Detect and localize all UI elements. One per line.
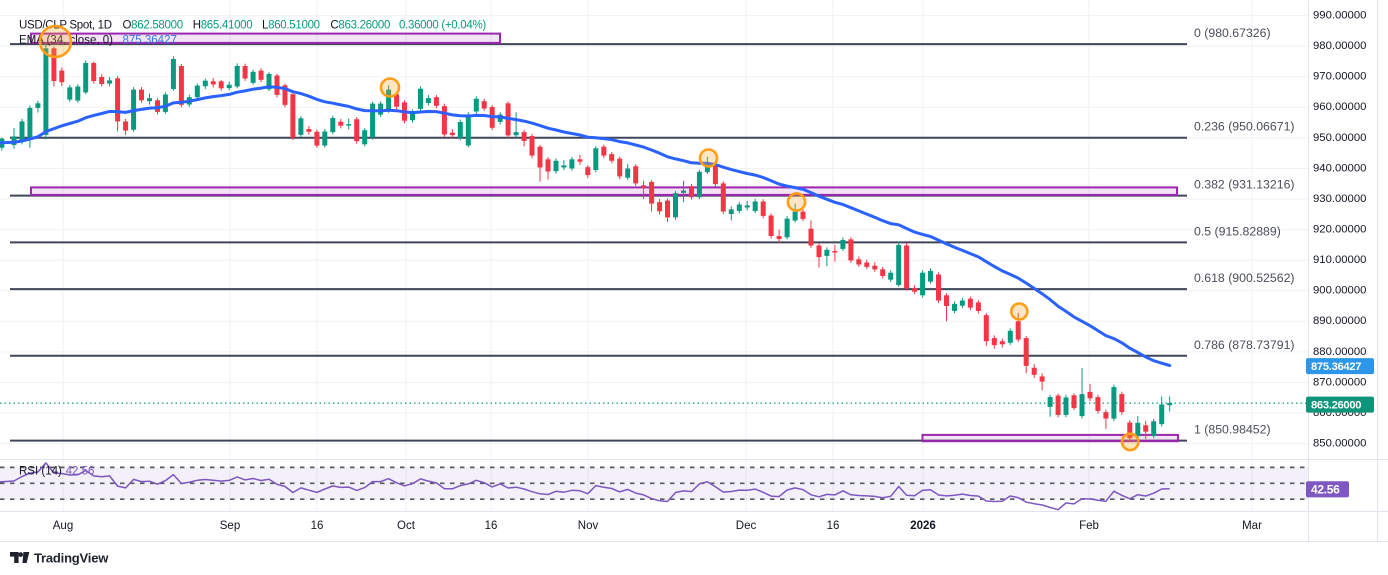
svg-text:Oct: Oct — [397, 520, 416, 532]
svg-text:16: 16 — [827, 520, 840, 532]
svg-text:850.00000: 850.00000 — [1313, 438, 1366, 450]
svg-text:TradingView: TradingView — [34, 551, 109, 566]
svg-text:RSI (14)42.56: RSI (14) 42.56 — [19, 465, 94, 477]
svg-text:0.382 (931.13216): 0.382 (931.13216) — [1194, 178, 1295, 192]
svg-text:930.00000: 930.00000 — [1313, 193, 1366, 205]
svg-text:920.00000: 920.00000 — [1313, 224, 1366, 236]
svg-text:EMA (34, close, 0)875.36427: EMA (34, close, 0) 875.36427 — [19, 35, 177, 47]
svg-text:0.786 (878.73791): 0.786 (878.73791) — [1194, 338, 1295, 352]
svg-text:990.00000: 990.00000 — [1313, 10, 1366, 22]
svg-text:1 (850.98452): 1 (850.98452) — [1194, 423, 1271, 437]
svg-text:910.00000: 910.00000 — [1313, 254, 1366, 266]
svg-text:Feb: Feb — [1079, 520, 1099, 532]
svg-text:42.56: 42.56 — [1311, 482, 1340, 496]
svg-text:950.00000: 950.00000 — [1313, 132, 1366, 144]
svg-text:Dec: Dec — [736, 520, 757, 532]
svg-text:875.36427: 875.36427 — [1311, 361, 1361, 373]
svg-text:870.00000: 870.00000 — [1313, 376, 1366, 388]
svg-text:Aug: Aug — [53, 520, 73, 532]
svg-text:900.00000: 900.00000 — [1313, 285, 1366, 297]
svg-text:970.00000: 970.00000 — [1313, 71, 1366, 83]
svg-text:0.5 (915.82889): 0.5 (915.82889) — [1194, 224, 1281, 238]
svg-text:16: 16 — [485, 520, 498, 532]
svg-text:16: 16 — [311, 520, 324, 532]
svg-text:863.26000: 863.26000 — [1311, 400, 1361, 412]
svg-text:980.00000: 980.00000 — [1313, 40, 1366, 52]
svg-text:Nov: Nov — [578, 520, 599, 532]
svg-text:Sep: Sep — [220, 520, 240, 532]
svg-text:0.236 (950.06671): 0.236 (950.06671) — [1194, 120, 1295, 134]
svg-text:Mar: Mar — [1242, 520, 1262, 532]
svg-text:0.618 (900.52562): 0.618 (900.52562) — [1194, 271, 1295, 285]
svg-text:890.00000: 890.00000 — [1313, 315, 1366, 327]
svg-text:880.00000: 880.00000 — [1313, 346, 1366, 358]
svg-text:940.00000: 940.00000 — [1313, 162, 1366, 174]
svg-text:0 (980.67326): 0 (980.67326) — [1194, 26, 1271, 40]
svg-text:2026: 2026 — [910, 520, 936, 532]
svg-text:960.00000: 960.00000 — [1313, 101, 1366, 113]
